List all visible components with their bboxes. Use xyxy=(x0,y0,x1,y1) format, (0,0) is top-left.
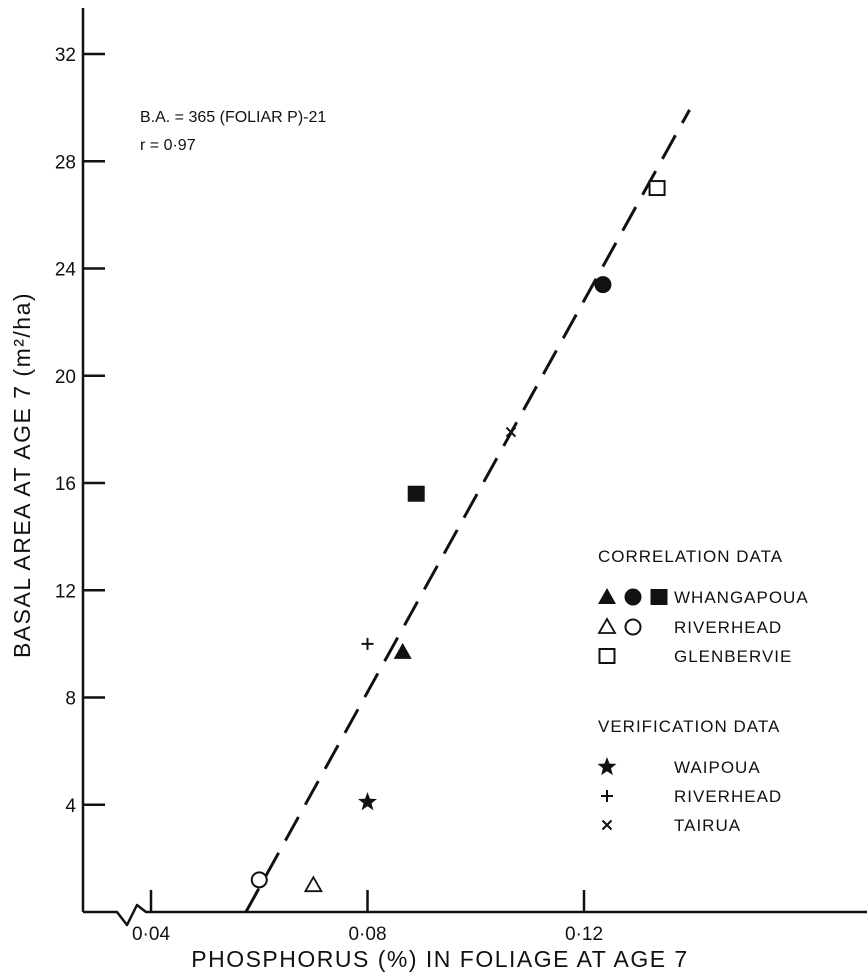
data-point-glenbervie-open-square xyxy=(648,180,666,197)
data-point-riverhead-open-circle xyxy=(250,871,268,889)
data-point-riverhead-plus xyxy=(361,637,374,650)
y-axis-title: BASAL AREA AT AGE 7 (m²/ha) xyxy=(9,292,35,658)
data-point-waipoua-star xyxy=(358,792,377,811)
data-points xyxy=(250,180,666,893)
y-axis-title-main: BASAL AREA AT AGE 7 xyxy=(9,384,35,658)
legend-marker-plus xyxy=(601,790,613,802)
legend-heading: CORRELATION DATA xyxy=(598,547,783,566)
legend-marker-cross xyxy=(601,819,613,831)
y-tick-label: 8 xyxy=(65,689,76,710)
legend-label: RIVERHEAD xyxy=(674,787,782,806)
y-tick-label: 16 xyxy=(55,474,76,495)
ticks: 4 8 12 16 20 24 28 32 0·04 0·08 0·12 xyxy=(55,45,603,945)
legend-label: RIVERHEAD xyxy=(674,618,782,637)
x-tick-label: 0·08 xyxy=(348,924,386,945)
legend-marker-filled-triangle xyxy=(598,588,616,604)
x-axis-line-with-break xyxy=(83,903,867,927)
y-tick-label: 24 xyxy=(55,260,77,281)
legend-heading: VERIFICATION DATA xyxy=(598,717,780,736)
x-axis-title: PHOSPHORUS (%) IN FOLIAGE AT AGE 7 xyxy=(191,946,688,972)
fit-line xyxy=(244,109,691,914)
legend-marker-filled-square xyxy=(650,589,668,605)
data-point-whangapoua-filled-square xyxy=(407,485,425,502)
legend-label: GLENBERVIE xyxy=(674,647,792,666)
equation-annotation: B.A. = 365 (FOLIAR P)-21 r = 0·97 xyxy=(140,109,326,154)
y-axis-title-group: BASAL AREA AT AGE 7 (m²/ha) xyxy=(9,292,35,658)
y-tick-label: 28 xyxy=(55,152,76,173)
axes xyxy=(81,8,867,927)
legend-marker-filled-circle xyxy=(624,588,642,606)
legend-label: TAIRUA xyxy=(674,816,741,835)
x-tick-label: 0·04 xyxy=(132,924,170,945)
fit-line-group xyxy=(244,109,691,914)
legend-marker-star xyxy=(597,757,617,776)
x-tick-label: 0·12 xyxy=(565,924,603,945)
data-point-tairua-cross xyxy=(505,426,517,438)
y-axis-title-unit: (m²/ha) xyxy=(9,292,35,377)
legend-marker-open-square xyxy=(598,648,616,664)
correlation-coefficient-text: r = 0·97 xyxy=(140,137,196,154)
y-tick-label: 12 xyxy=(55,581,76,602)
data-point-riverhead-open-triangle xyxy=(303,875,323,893)
equation-text: B.A. = 365 (FOLIAR P)-21 xyxy=(140,109,326,126)
y-tick-label: 32 xyxy=(55,45,76,66)
data-point-whangapoua-filled-triangle xyxy=(393,642,412,659)
legend-marker-open-triangle xyxy=(597,617,617,634)
legend-label: WAIPOUA xyxy=(674,758,761,777)
y-tick-label: 20 xyxy=(55,367,76,388)
legend-marker-open-circle xyxy=(624,618,642,636)
legend: CORRELATION DATA WHANGAPOUA RIVERHEAD GLENB… xyxy=(597,547,809,835)
y-tick-label: 4 xyxy=(65,796,76,817)
legend-label: WHANGAPOUA xyxy=(674,588,809,607)
data-point-whangapoua-filled-circle xyxy=(594,276,612,294)
